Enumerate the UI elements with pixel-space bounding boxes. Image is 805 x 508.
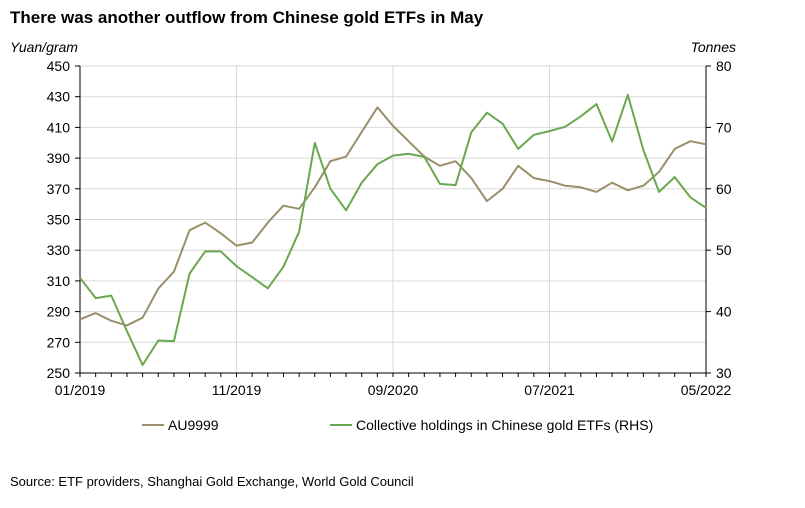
- axes: 250 270 290 310 330 350 370 390 410 430 450 30 40 50 6…: [10, 39, 736, 398]
- y-left-tick-label: 310: [47, 273, 71, 289]
- y-right-tick-label: 70: [716, 119, 732, 135]
- y-right-tick-label: 40: [716, 304, 732, 320]
- legend: AU9999 Collective holdings in Chinese gol…: [142, 417, 653, 433]
- etf-holdings-line: [79, 93, 707, 366]
- x-tick-label: 01/2019: [55, 382, 106, 398]
- grid: [80, 65, 707, 373]
- y-right-tick-label: 30: [716, 365, 732, 381]
- y-left-tick-label: 450: [47, 58, 71, 74]
- y-right-axis-title: Tonnes: [691, 39, 736, 55]
- source-note: Source: ETF providers, Shanghai Gold Exc…: [10, 474, 414, 489]
- y-left-tick-label: 290: [47, 304, 71, 320]
- y-left-axis-title: Yuan/gram: [10, 39, 78, 55]
- au9999-line: [79, 106, 707, 327]
- chart-title: There was another outflow from Chinese g…: [10, 8, 484, 27]
- series-lines: [79, 93, 707, 366]
- legend-label-au9999: AU9999: [168, 417, 219, 433]
- legend-label-etf: Collective holdings in Chinese gold ETFs…: [356, 417, 653, 433]
- y-right-tick-label: 50: [716, 242, 732, 258]
- y-right-tick-label: 60: [716, 181, 732, 197]
- line-chart: 250 270 290 310 330 350 370 390 410 430 450 30 40 50 6…: [10, 39, 736, 433]
- x-tick-label: 09/2020: [368, 382, 419, 398]
- y-left-tick-label: 250: [47, 365, 71, 381]
- x-tick-label: 05/2022: [681, 382, 732, 398]
- y-left-tick-label: 410: [47, 119, 71, 135]
- y-left-tick-label: 370: [47, 181, 71, 197]
- x-tick-label: 07/2021: [524, 382, 575, 398]
- y-left-tick-label: 430: [47, 89, 71, 105]
- y-right-tick-label: 80: [716, 58, 732, 74]
- y-left-tick-label: 350: [47, 212, 71, 228]
- y-left-tick-label: 270: [47, 334, 71, 350]
- x-tick-label: 11/2019: [212, 382, 262, 398]
- y-left-tick-label: 330: [47, 242, 71, 258]
- y-left-tick-label: 390: [47, 150, 71, 166]
